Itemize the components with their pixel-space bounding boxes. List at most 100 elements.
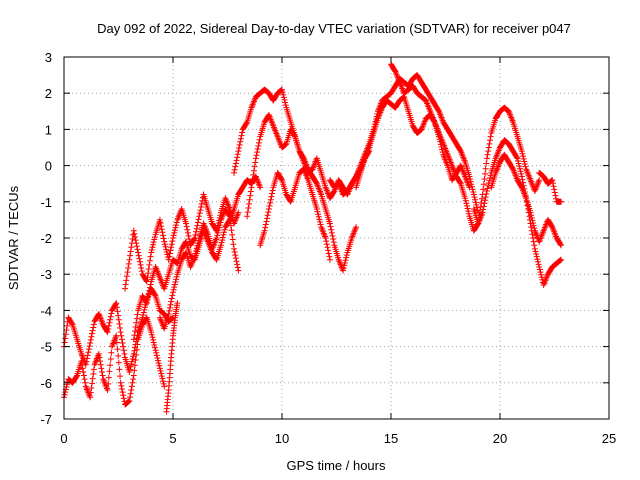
plus-marker (323, 241, 330, 248)
plus-marker (117, 329, 124, 336)
plus-marker (64, 322, 71, 329)
plus-marker (117, 324, 124, 331)
plus-marker (231, 169, 238, 176)
plus-marker (472, 199, 479, 206)
plus-marker (151, 291, 158, 298)
plus-marker (137, 261, 144, 268)
plus-marker (193, 225, 200, 232)
plus-marker (106, 319, 113, 326)
plus-marker (148, 331, 155, 338)
plus-marker (130, 227, 137, 234)
series-track-e (156, 206, 242, 332)
plus-marker (112, 301, 119, 308)
plus-marker (145, 266, 152, 273)
plus-marker (282, 141, 289, 148)
plus-marker (83, 358, 90, 365)
plus-marker (185, 232, 192, 239)
plus-marker (214, 232, 221, 239)
plus-marker (536, 263, 543, 270)
plus-marker (326, 220, 333, 227)
plus-marker (120, 395, 127, 402)
series-track-l (388, 61, 543, 234)
plus-marker (237, 135, 244, 142)
plus-marker (193, 245, 200, 252)
plus-marker (131, 332, 138, 339)
x-tick-label: 15 (384, 431, 398, 446)
plus-marker (131, 230, 138, 237)
plus-marker (471, 194, 478, 201)
plus-marker (163, 246, 170, 253)
plus-marker (326, 253, 333, 260)
plus-marker (463, 200, 470, 207)
plus-marker (534, 256, 541, 263)
plus-marker (279, 89, 286, 96)
plus-marker (88, 333, 95, 340)
plus-marker (516, 165, 523, 172)
plus-marker (138, 268, 145, 275)
plus-marker (478, 199, 485, 206)
plus-marker (221, 229, 228, 236)
plus-marker (557, 257, 564, 264)
plus-marker (134, 246, 141, 253)
plus-marker (278, 176, 285, 183)
plus-marker (78, 358, 85, 365)
plus-marker (159, 375, 166, 382)
plus-marker (130, 353, 137, 360)
plus-marker (532, 248, 539, 255)
plus-marker (234, 264, 241, 271)
plus-marker (133, 351, 140, 358)
plus-marker (530, 235, 537, 241)
plus-marker (125, 398, 132, 405)
plus-marker (132, 237, 139, 244)
plus-marker (391, 67, 398, 74)
plus-marker (81, 376, 88, 383)
plus-marker (263, 218, 270, 225)
plus-marker (215, 227, 222, 234)
plus-marker (530, 238, 537, 245)
plus-marker (282, 102, 289, 109)
plus-marker (536, 177, 543, 184)
plus-marker (244, 213, 251, 220)
plus-marker (132, 328, 139, 335)
plus-marker (267, 199, 274, 206)
plus-marker (465, 208, 472, 215)
plus-marker (486, 140, 493, 147)
plus-marker (256, 136, 263, 143)
plus-marker (287, 197, 294, 204)
plus-marker (90, 324, 97, 331)
chart-title: Day 092 of 2022, Sidereal Day-to-day VTE… (97, 21, 571, 36)
plus-marker (226, 212, 233, 219)
axis-ticks: 0 5 10 15 20 25 -7 -6 -5 -4 -3 -2 -1 0 1 2 3 (40, 50, 616, 446)
plus-marker (182, 239, 189, 246)
plus-marker (69, 320, 76, 327)
plus-marker (480, 181, 487, 188)
plus-marker (73, 373, 80, 380)
plus-marker (107, 316, 114, 323)
plus-marker (118, 386, 125, 393)
plus-marker (114, 346, 121, 353)
plus-marker (326, 256, 333, 263)
plus-marker (342, 257, 349, 264)
plus-marker (108, 349, 115, 356)
plus-marker (158, 223, 165, 230)
plus-marker (513, 154, 520, 161)
plus-marker (171, 281, 178, 288)
plus-marker (236, 145, 243, 152)
plus-marker (324, 244, 331, 251)
plus-marker (262, 221, 269, 228)
plus-marker (95, 350, 102, 357)
plus-marker (89, 327, 96, 334)
plus-marker (227, 222, 234, 229)
plus-marker (125, 398, 132, 405)
plus-marker (158, 370, 165, 377)
plus-marker (147, 281, 154, 288)
plus-marker (135, 252, 142, 259)
plus-marker (79, 361, 86, 368)
plus-marker (132, 233, 139, 240)
plus-marker (550, 183, 557, 190)
plus-marker (107, 356, 114, 363)
plus-marker (252, 159, 259, 166)
plus-marker (470, 188, 477, 195)
plus-marker (148, 329, 155, 336)
